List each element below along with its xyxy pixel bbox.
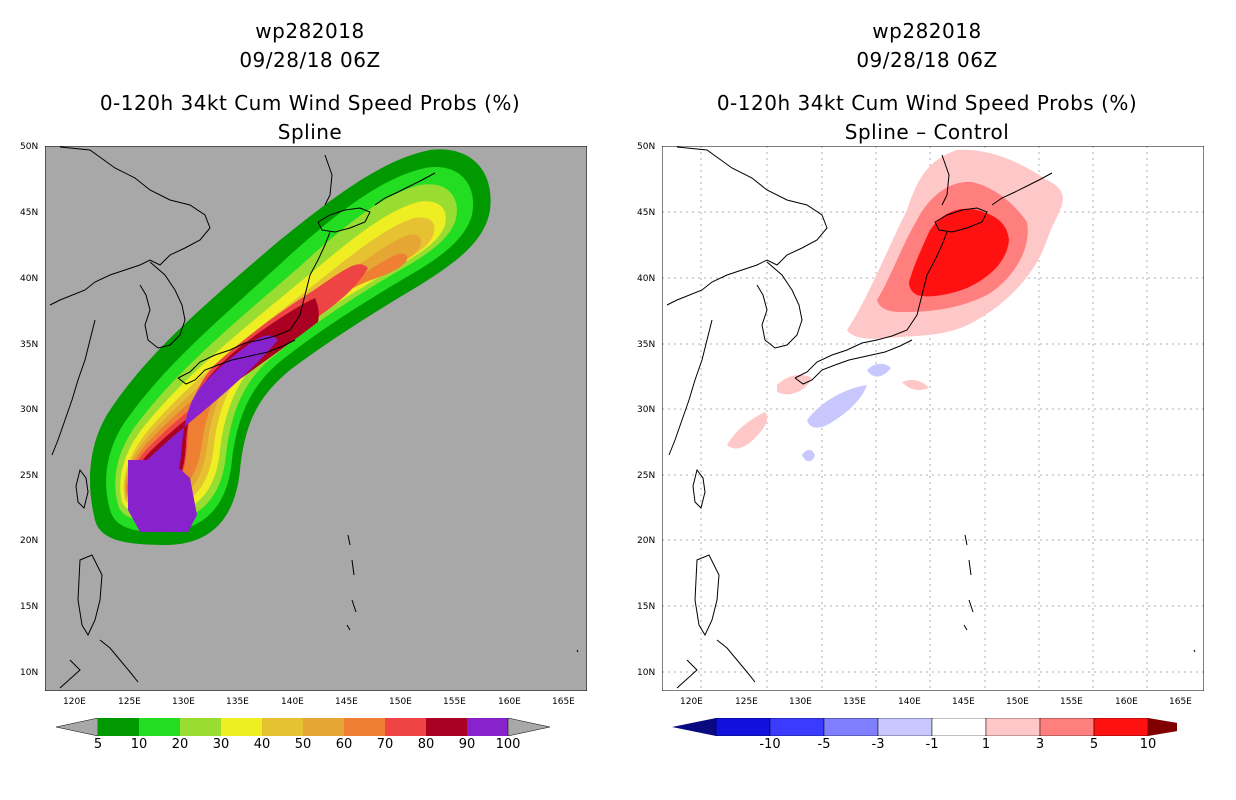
colorbar-label: 10 (130, 737, 148, 752)
colorbar-bin (1093, 718, 1149, 736)
colorbar-label: 100 (495, 737, 521, 752)
colorbar-bin (221, 718, 262, 736)
colorbar-bin (303, 718, 344, 736)
colorbar-label: -5 (817, 737, 831, 752)
colorbar-bin (262, 718, 303, 736)
lat-label: 35N (637, 340, 656, 350)
colorbar-bin (769, 718, 825, 736)
colorbar-label: 30 (212, 737, 230, 752)
lat-label: 25N (637, 471, 656, 481)
lon-label: 130E (172, 697, 195, 707)
right-difference-map (662, 146, 1204, 691)
colorbar-label: -10 (759, 737, 781, 752)
colorbar-label: 40 (253, 737, 271, 752)
colorbar-end-triangle (56, 718, 99, 736)
lon-label: 125E (118, 697, 141, 707)
right-title-datetime: 09/28/18 06Z (856, 48, 998, 72)
lon-label: 120E (63, 697, 86, 707)
colorbar-bin (180, 718, 221, 736)
lat-label: 40N (637, 274, 656, 284)
right-colorbar (672, 718, 1177, 736)
lat-label: 35N (20, 340, 39, 350)
lon-label: 130E (789, 697, 812, 707)
left-title-product: 0-120h 34kt Cum Wind Speed Probs (%) (99, 91, 521, 115)
lat-label: 30N (20, 405, 39, 415)
lon-label: 150E (1006, 697, 1029, 707)
lat-label: 50N (20, 142, 39, 152)
lat-label: 40N (20, 274, 39, 284)
left-title-method: Spline (277, 120, 343, 144)
lat-label: 15N (637, 602, 656, 612)
colorbar-end-triangle (672, 718, 716, 736)
colorbar-label: 5 (1089, 737, 1099, 752)
lat-label: 50N (637, 142, 656, 152)
colorbar-label: 3 (1035, 737, 1045, 752)
left-probability-map (45, 146, 587, 691)
right-title-method: Spline – Control (844, 120, 1010, 144)
colorbar-end-triangle (507, 718, 551, 736)
colorbar-bin (98, 718, 139, 736)
lon-label: 150E (389, 697, 412, 707)
colorbar-label: -1 (925, 737, 939, 752)
lon-label: 160E (498, 697, 521, 707)
colorbar-end-triangle (1148, 718, 1177, 736)
colorbar-label: -3 (871, 737, 885, 752)
lon-label: 160E (1115, 697, 1138, 707)
colorbar-bin (877, 718, 933, 736)
lon-label: 135E (226, 697, 249, 707)
lon-label: 155E (1060, 697, 1083, 707)
colorbar-bin (985, 718, 1041, 736)
right-title-product: 0-120h 34kt Cum Wind Speed Probs (%) (716, 91, 1138, 115)
colorbar-bin (139, 718, 180, 736)
lon-label: 140E (281, 697, 304, 707)
colorbar-bin (467, 718, 508, 736)
lon-label: 165E (552, 697, 575, 707)
right-title-storm-id: wp282018 (872, 19, 982, 43)
lat-label: 15N (20, 602, 39, 612)
colorbar-label: 5 (93, 737, 103, 752)
colorbar-bin (715, 718, 771, 736)
lat-label: 20N (20, 536, 39, 546)
colorbar-label: 70 (376, 737, 394, 752)
lat-label: 10N (637, 668, 656, 678)
lat-label: 25N (20, 471, 39, 481)
left-colorbar (56, 718, 551, 736)
colorbar-label: 80 (417, 737, 435, 752)
colorbar-label: 10 (1139, 737, 1157, 752)
colorbar-bin (1039, 718, 1095, 736)
lon-label: 125E (735, 697, 758, 707)
lon-label: 120E (680, 697, 703, 707)
lon-label: 140E (898, 697, 921, 707)
colorbar-label: 50 (294, 737, 312, 752)
lat-label: 45N (637, 208, 656, 218)
lon-label: 145E (952, 697, 975, 707)
left-title-datetime: 09/28/18 06Z (239, 48, 381, 72)
colorbar-label: 1 (981, 737, 991, 752)
lat-label: 20N (637, 536, 656, 546)
left-title-storm-id: wp282018 (255, 19, 365, 43)
colorbar-bin (344, 718, 385, 736)
colorbar-label: 20 (171, 737, 189, 752)
colorbar-bin (931, 718, 987, 736)
lon-label: 165E (1169, 697, 1192, 707)
lon-label: 155E (443, 697, 466, 707)
lat-label: 10N (20, 668, 39, 678)
colorbar-label: 90 (458, 737, 476, 752)
colorbar-bin (426, 718, 467, 736)
colorbar-bin (823, 718, 879, 736)
colorbar-bin (385, 718, 426, 736)
lat-label: 45N (20, 208, 39, 218)
lon-label: 135E (843, 697, 866, 707)
lon-label: 145E (335, 697, 358, 707)
colorbar-label: 60 (335, 737, 353, 752)
lat-label: 30N (637, 405, 656, 415)
